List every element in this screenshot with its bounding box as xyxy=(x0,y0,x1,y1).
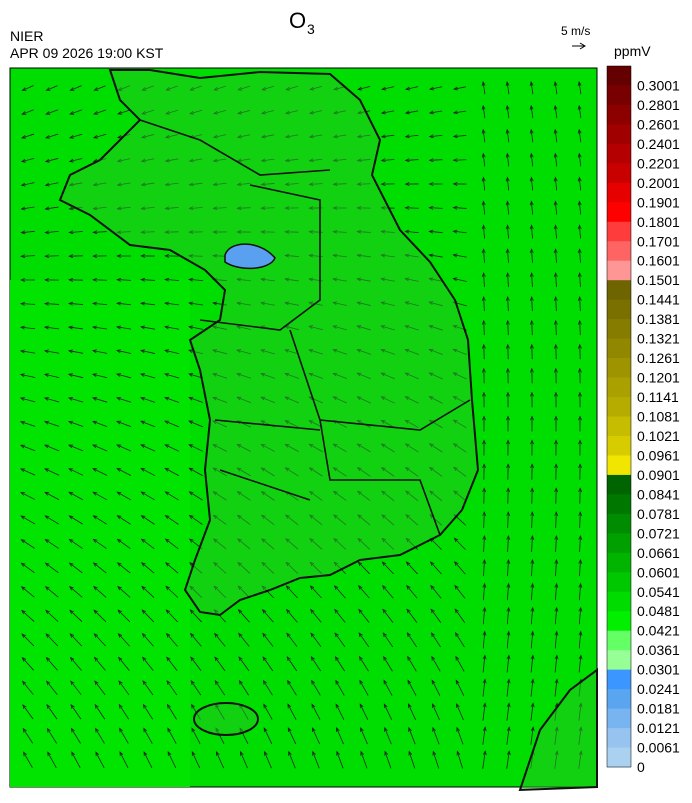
wind-arrow xyxy=(93,280,107,281)
sea-region xyxy=(10,280,190,787)
colorbar-swatch xyxy=(607,514,631,534)
colorbar-swatch xyxy=(607,300,631,320)
colorbar-label: 0.0841 xyxy=(637,486,680,502)
colorbar-swatch xyxy=(607,475,631,495)
colorbar-label: 0.3001 xyxy=(637,77,680,93)
colorbar-swatch xyxy=(607,105,631,125)
colorbar-label: 0 xyxy=(637,759,645,775)
colorbar-swatch xyxy=(607,397,631,417)
colorbar-label: 0.0361 xyxy=(637,642,680,658)
colorbar-label: 0.0061 xyxy=(637,740,680,756)
wind-arrow xyxy=(454,160,467,161)
colorbar-label: 0.0481 xyxy=(637,603,680,619)
colorbar-swatch xyxy=(607,319,631,339)
colorbar-label: 0.1261 xyxy=(637,350,680,366)
colorbar-swatch xyxy=(607,202,631,222)
colorbar: 0.3001 0.2801 0.2601 0.2401 0.2201 0.2001 0.19… xyxy=(607,66,680,775)
colorbar-label: 0.1901 xyxy=(637,194,680,210)
colorbar-label: 0.1201 xyxy=(637,370,680,386)
timestamp: APR 09 2026 19:00 KST xyxy=(10,45,164,61)
colorbar-label: 0.0661 xyxy=(637,545,680,561)
colorbar-unit: ppmV xyxy=(614,43,651,59)
colorbar-swatch xyxy=(607,592,631,612)
colorbar-swatch xyxy=(607,280,631,300)
colorbar-swatch xyxy=(607,378,631,398)
colorbar-label: 0.2601 xyxy=(637,116,680,132)
colorbar-label: 0.0181 xyxy=(637,701,680,717)
colorbar-swatch xyxy=(607,728,631,748)
colorbar-swatch xyxy=(607,670,631,690)
colorbar-swatch xyxy=(607,494,631,514)
colorbar-swatch xyxy=(607,163,631,183)
colorbar-swatch xyxy=(607,455,631,475)
colorbar-label: 0.0241 xyxy=(637,681,680,697)
wind-arrow xyxy=(405,208,418,209)
jeju-island xyxy=(194,703,258,735)
colorbar-swatch xyxy=(607,261,631,281)
colorbar-label: 0.0121 xyxy=(637,720,680,736)
colorbar-swatch xyxy=(607,689,631,709)
colorbar-swatch xyxy=(607,709,631,729)
colorbar-label: 0.2401 xyxy=(637,136,680,152)
colorbar-swatch xyxy=(607,241,631,261)
colorbar-label: 0.1321 xyxy=(637,331,680,347)
colorbar-label: 0.1601 xyxy=(637,253,680,269)
colorbar-swatch xyxy=(607,748,631,768)
wind-arrow xyxy=(45,256,59,257)
colorbar-swatch xyxy=(607,66,631,86)
colorbar-label: 0.0421 xyxy=(637,623,680,639)
colorbar-label: 0.1021 xyxy=(637,428,680,444)
colorbar-swatch xyxy=(607,572,631,592)
colorbar-label: 0.1801 xyxy=(637,214,680,230)
colorbar-swatch xyxy=(607,144,631,164)
colorbar-swatch xyxy=(607,436,631,456)
colorbar-swatch xyxy=(607,553,631,573)
colorbar-label: 0.1081 xyxy=(637,409,680,425)
wind-scale: 5 m/s xyxy=(561,24,590,38)
colorbar-swatch xyxy=(607,85,631,105)
colorbar-label: 0.0961 xyxy=(637,447,680,463)
title: O xyxy=(289,8,306,33)
colorbar-label: 0.2801 xyxy=(637,97,680,113)
colorbar-label: 0.0601 xyxy=(637,564,680,580)
colorbar-swatch xyxy=(607,417,631,437)
colorbar-label: 0.1501 xyxy=(637,272,680,288)
colorbar-label: 0.1141 xyxy=(637,389,679,405)
colorbar-label: 0.1381 xyxy=(637,311,680,327)
colorbar-label: 0.0901 xyxy=(637,467,680,483)
colorbar-label: 0.0301 xyxy=(637,662,680,678)
colorbar-swatch xyxy=(607,339,631,359)
colorbar-swatch xyxy=(607,533,631,553)
colorbar-label: 0.1441 xyxy=(637,292,680,308)
colorbar-swatch xyxy=(607,183,631,203)
colorbar-swatch xyxy=(607,358,631,378)
agency: NIER xyxy=(10,28,43,44)
colorbar-swatch xyxy=(607,124,631,144)
title-subscript: 3 xyxy=(307,21,315,37)
colorbar-label: 0.2201 xyxy=(637,155,680,171)
colorbar-label: 0.0541 xyxy=(637,584,680,600)
colorbar-label: 0.1701 xyxy=(637,233,680,249)
colorbar-swatch xyxy=(607,611,631,631)
colorbar-label: 0.0781 xyxy=(637,506,680,522)
colorbar-swatch xyxy=(607,222,631,242)
colorbar-label: 0.0721 xyxy=(637,525,680,541)
colorbar-label: 0.2001 xyxy=(637,175,680,191)
colorbar-swatch xyxy=(607,650,631,670)
colorbar-swatch xyxy=(607,631,631,651)
